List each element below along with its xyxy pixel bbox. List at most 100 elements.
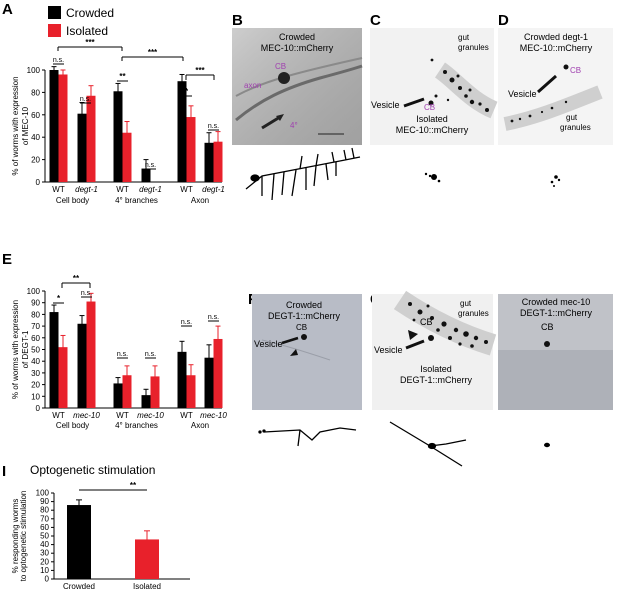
tracing-g	[389, 421, 467, 467]
chart-i-category-label: Crowded	[63, 582, 95, 590]
chart-a-sig-label: **	[119, 72, 126, 81]
chart-a-ylabel-line2: of MEC-10	[21, 106, 30, 145]
image-b-subtitle: MEC-10::mCherry	[261, 43, 334, 53]
arrow-d	[537, 74, 557, 94]
chart-a-bar-isolated	[58, 74, 68, 182]
cell-body-b	[278, 72, 290, 84]
chart-a-ylabel-line1: % of worms with expression	[11, 76, 20, 175]
image-f-title-1: Crowded	[286, 300, 322, 310]
chart-e-ylabel: % of worms with expressionof DEGT-1	[11, 300, 30, 399]
gut-granules-c	[430, 58, 489, 112]
tracing-h	[544, 442, 550, 448]
panel-label-e: E	[2, 251, 12, 268]
chart-e-bar-isolated	[58, 347, 68, 408]
chart-a-sig-label: *	[185, 87, 189, 96]
chart-e-category-label: mec-10	[200, 411, 227, 420]
chart-e-sig-label: n.s.	[81, 290, 92, 297]
chart-e-category-label: mec-10	[137, 411, 164, 420]
image-g-label-gut: gut	[460, 299, 472, 308]
chart-a-sig-label: ***	[195, 66, 205, 75]
panel-label-b: B	[232, 12, 243, 29]
chart-e-group-label: Axon	[191, 421, 209, 430]
chart-e-ytick-label: 30	[31, 369, 40, 378]
image-panel-c: gut granules Vesicle CB Isolated MEC-10:…	[370, 28, 498, 145]
chart-i-ytick-label: 100	[36, 489, 50, 498]
image-panel-g: gut granules CB Vesicle Isolated DEGT-1:…	[372, 290, 497, 410]
image-d-label-vesicle: Vesicle	[508, 89, 537, 99]
chart-i-title: Optogenetic stimulation	[30, 463, 155, 477]
chart-e-bar-crowded	[141, 395, 151, 408]
chart-a-sig-label: n.s.	[80, 96, 91, 103]
chart-a-category-label: degt-1	[139, 185, 162, 194]
chart-i-ytick-label: 50	[40, 532, 49, 541]
image-d-label-granules: granules	[560, 123, 591, 132]
chart-i-ytick-label: 20	[40, 557, 49, 566]
image-c-label-gut: gut	[458, 33, 470, 42]
panel-label-c: C	[370, 12, 381, 29]
chart-i-ylabel-line1: % responding worms	[11, 499, 20, 574]
chart-e-bar-crowded	[204, 357, 214, 408]
chart-a-category-label: degt-1	[202, 185, 225, 194]
chart-e-ytick-label: 10	[31, 392, 40, 401]
chart-i-ytick-label: 70	[40, 514, 49, 523]
micrograph-f	[252, 294, 362, 410]
chart-e-ylabel-line2: of DEGT-1	[21, 330, 30, 368]
neurite-b	[235, 64, 363, 122]
arrowhead-g	[408, 330, 418, 340]
chart-e-category-label: WT	[116, 411, 129, 420]
chart-a-sig-label: ***	[148, 48, 158, 57]
image-panel-d: Crowded degt-1 MEC-10::mCherry CB Vesicl…	[498, 28, 613, 145]
panel-label-a: A	[2, 1, 13, 18]
chart-a-group-label: Cell body	[56, 196, 89, 205]
image-g-title-2: DEGT-1::mCherry	[400, 375, 473, 385]
chart-a-category-label: degt-1	[75, 185, 98, 194]
chart-e-bar-isolated	[213, 338, 223, 408]
chart-i-ytick-label: 30	[40, 549, 49, 558]
image-c-label-cb: CB	[424, 103, 435, 112]
cell-body-c	[428, 100, 434, 106]
image-f-label-vesicle: Vesicle	[254, 339, 283, 349]
neurite-f	[261, 339, 331, 361]
arrow-c	[403, 97, 425, 108]
chart-e-bar-isolated	[122, 375, 132, 408]
chart-e-category-label: WT	[180, 411, 193, 420]
image-c-title-2: MEC-10::mCherry	[396, 125, 469, 135]
chart-a-category-label: WT	[52, 185, 65, 194]
chart-e-ytick-label: 90	[31, 299, 40, 308]
chart-a-sig-label: n.s.	[53, 57, 64, 64]
chart-e-bar-crowded	[113, 383, 123, 408]
chart-e-ytick-label: 40	[31, 357, 40, 366]
cell-body-d	[563, 64, 569, 70]
panel-label-d: D	[498, 12, 509, 29]
image-h-title-2: DEGT-1::mCherry	[520, 308, 593, 318]
chart-e-bar-isolated	[150, 376, 160, 408]
chart-i-ytick-label: 90	[40, 497, 49, 506]
cell-body-f	[301, 334, 307, 340]
chart-a-sig-label: ***	[85, 38, 95, 47]
image-b-label-4: 4°	[290, 121, 298, 130]
micrograph-h-dark	[498, 350, 613, 410]
chart-a-bar-crowded	[77, 113, 87, 182]
chart-e-sig-label: **	[73, 274, 80, 283]
tracing-b	[245, 147, 361, 201]
chart-e-ytick-label: 70	[31, 322, 40, 331]
chart-e-ytick-label: 20	[31, 381, 40, 390]
chart-e-sig-label: n.s.	[181, 319, 192, 326]
arrowhead-f	[290, 349, 298, 356]
chart-a-group-label: Axon	[191, 196, 209, 205]
chart-i-ylabel: % responding wormsto optogenetic stimula…	[11, 491, 28, 582]
chart-e-category-label: mec-10	[73, 411, 100, 420]
chart-e-ylabel-line1: % of worms with expression	[11, 300, 20, 399]
panel-label-i: I	[2, 463, 6, 480]
image-c-label-vesicle: Vesicle	[371, 100, 400, 110]
tracing-d	[550, 175, 561, 187]
chart-e-group-label: Cell body	[56, 421, 89, 430]
chart-i-ytick-label: 10	[40, 566, 49, 575]
image-panel-b: Crowded MEC-10::mCherry CB axon 4°	[232, 28, 363, 145]
chart-a-ytick-label: 100	[27, 66, 41, 75]
arrow-head-b	[276, 114, 284, 121]
arrow-f	[281, 336, 299, 345]
arrow-b	[261, 115, 281, 130]
chart-i-ytick-label: 0	[45, 575, 50, 584]
